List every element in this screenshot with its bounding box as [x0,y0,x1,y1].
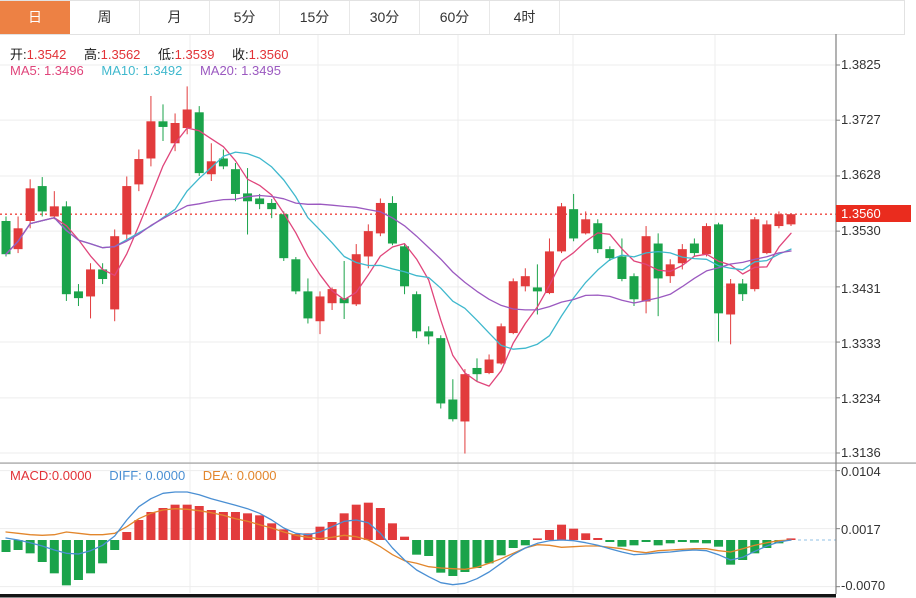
interval-tabbar: 日周月 5分 15分 30分 60分 4时 [0,0,905,35]
price-tick-7: 1.3234 [841,391,881,406]
interval-tab-0[interactable]: 日 [0,1,70,34]
macd-value: 0.0000 [51,468,92,483]
macd-tick-2: 0.0017 [841,522,881,537]
high-label: 高: [84,47,101,62]
diff-value: 0.0000 [145,468,186,483]
ma5-label: MA5: [10,63,41,78]
interval-tab-3[interactable]: 5分 [210,1,280,34]
low-value: 1.3539 [174,47,215,62]
price-tick-4: 1.3530 [841,223,881,238]
current-price-badge: 1.3560 [836,205,911,222]
price-tick-6: 1.3333 [841,336,881,351]
price-tick-8: 1.3136 [841,445,881,460]
interval-tab-6[interactable]: 60分 [420,1,490,34]
open-value: 1.3542 [26,47,67,62]
interval-tab-2[interactable]: 月 [140,1,210,34]
ma-legend: MA5: 1.3496 MA10: 1.3492 MA20: 1.3495 [10,63,281,78]
ma10-label: MA10: [101,63,139,78]
price-tick-3: 1.3628 [841,167,881,182]
interval-tab-5[interactable]: 30分 [350,1,420,34]
close-label: 收: [232,47,249,62]
macd-label: MACD: [10,468,52,483]
price-tick-1: 1.3825 [841,57,881,72]
ohlc-legend: 开:1.3542 高:1.3562 低:1.3539 收:1.3560 [10,44,288,63]
close-value: 1.3560 [248,47,289,62]
low-label: 低: [158,47,175,62]
interval-tab-1[interactable]: 周 [70,1,140,34]
interval-tab-7[interactable]: 4时 [490,1,560,34]
macd-legend: MACD:0.0000 DIFF: 0.0000 DEA: 0.0000 [10,468,277,483]
ma20-label: MA20: [199,63,238,78]
open-label: 开: [10,47,27,62]
price-tick-2: 1.3727 [841,112,881,127]
ma10-value: 1.3492 [142,63,183,78]
interval-tab-4[interactable]: 15分 [280,1,350,34]
dea-value: 0.0000 [236,468,277,483]
diff-label: DIFF: [109,468,142,483]
macd-tick-3: -0.0070 [841,578,886,593]
dea-label: DEA: [202,468,234,483]
macd-tick-1: 0.0104 [841,464,881,479]
ma5-value: 1.3496 [43,63,84,78]
high-value: 1.3562 [100,47,141,62]
ma20-value: 1.3495 [241,63,281,78]
price-tick-5: 1.3431 [841,281,881,296]
